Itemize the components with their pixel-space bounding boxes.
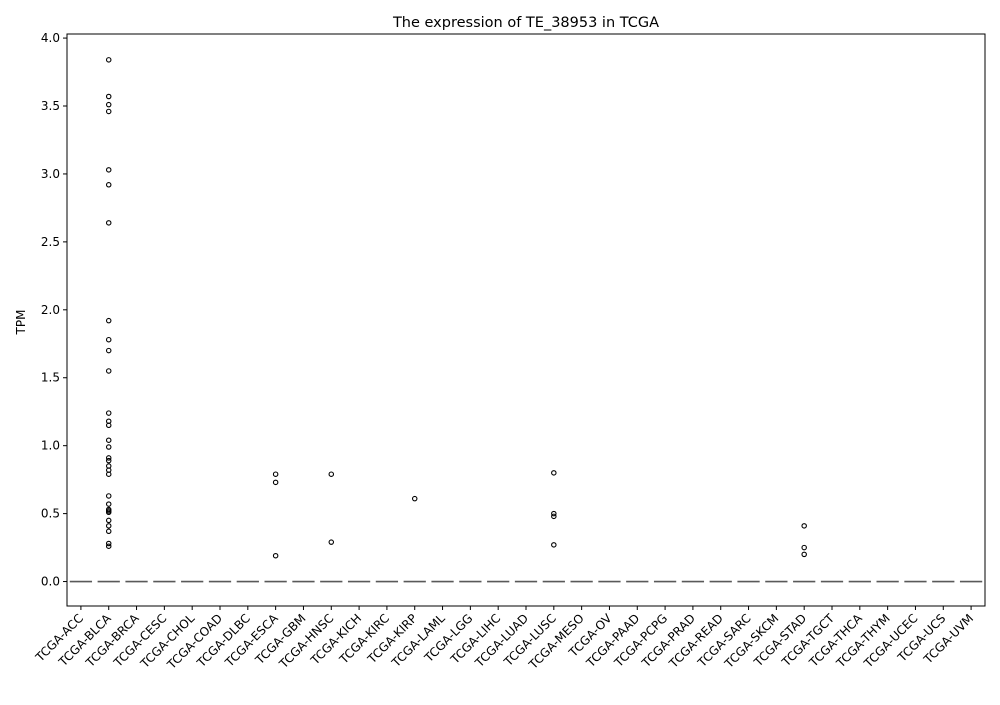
outlier-point <box>105 182 112 188</box>
outlier-point <box>551 470 557 476</box>
outlier-point <box>105 167 112 173</box>
y-tick-label: 2.5 <box>41 235 60 249</box>
outlier-point <box>551 513 557 520</box>
outlier-point <box>105 455 112 461</box>
outlier-point <box>105 543 112 549</box>
outlier-point <box>272 552 279 559</box>
outlier-point <box>801 551 807 558</box>
outlier-point <box>105 93 112 100</box>
outlier-point <box>105 517 112 524</box>
outlier-point <box>105 108 112 115</box>
y-tick-label: 3.5 <box>41 99 60 113</box>
y-tick-label: 4.0 <box>41 31 60 45</box>
y-tick-label: 2.0 <box>41 303 60 317</box>
outlier-point <box>105 317 112 324</box>
outlier-point <box>411 495 418 502</box>
outlier-point <box>105 347 112 354</box>
chart-title: The expression of TE_38953 in TCGA <box>392 15 659 31</box>
outlier-point <box>105 528 112 535</box>
outlier-point <box>272 479 279 486</box>
outlier-point <box>551 510 557 517</box>
y-tick-label: 1.0 <box>41 439 60 453</box>
outlier-point <box>105 368 112 374</box>
outlier-point <box>105 57 112 63</box>
outlier-point <box>272 471 279 477</box>
plot-frame <box>66 33 986 607</box>
outlier-point <box>328 471 335 477</box>
y-axis-ticks: 0.0 0.5 1.0 1.5 2.0 2.5 3.0 3.5 4.0 <box>41 31 67 589</box>
outlier-point <box>105 422 112 429</box>
outlier-point <box>801 523 807 529</box>
y-axis-label: TPM <box>14 310 28 336</box>
y-tick-label: 0.5 <box>41 507 60 521</box>
outlier-point <box>328 539 335 545</box>
y-tick-label: 3.0 <box>41 167 60 181</box>
outlier-point <box>801 544 807 551</box>
y-tick-label: 1.5 <box>41 371 60 385</box>
outlier-point <box>105 437 112 443</box>
outlier-point <box>105 101 112 108</box>
outlier-point <box>105 444 112 450</box>
outlier-point <box>105 410 112 416</box>
outlier-point <box>105 501 112 507</box>
x-axis-ticks: TCGA-ACCTCGA-BLCATCGA-BRCATCGA-CESCTCGA-… <box>32 606 976 672</box>
outlier-point <box>105 457 112 464</box>
plot-marks <box>69 57 983 583</box>
outlier-point <box>105 471 112 477</box>
outlier-point <box>105 493 112 499</box>
outlier-point <box>551 542 557 548</box>
outlier-point <box>105 509 112 516</box>
outlier-point <box>105 540 112 547</box>
y-tick-label: 0.0 <box>41 575 60 589</box>
outlier-point <box>105 336 112 343</box>
outlier-point <box>105 523 112 529</box>
outlier-point <box>105 220 112 226</box>
